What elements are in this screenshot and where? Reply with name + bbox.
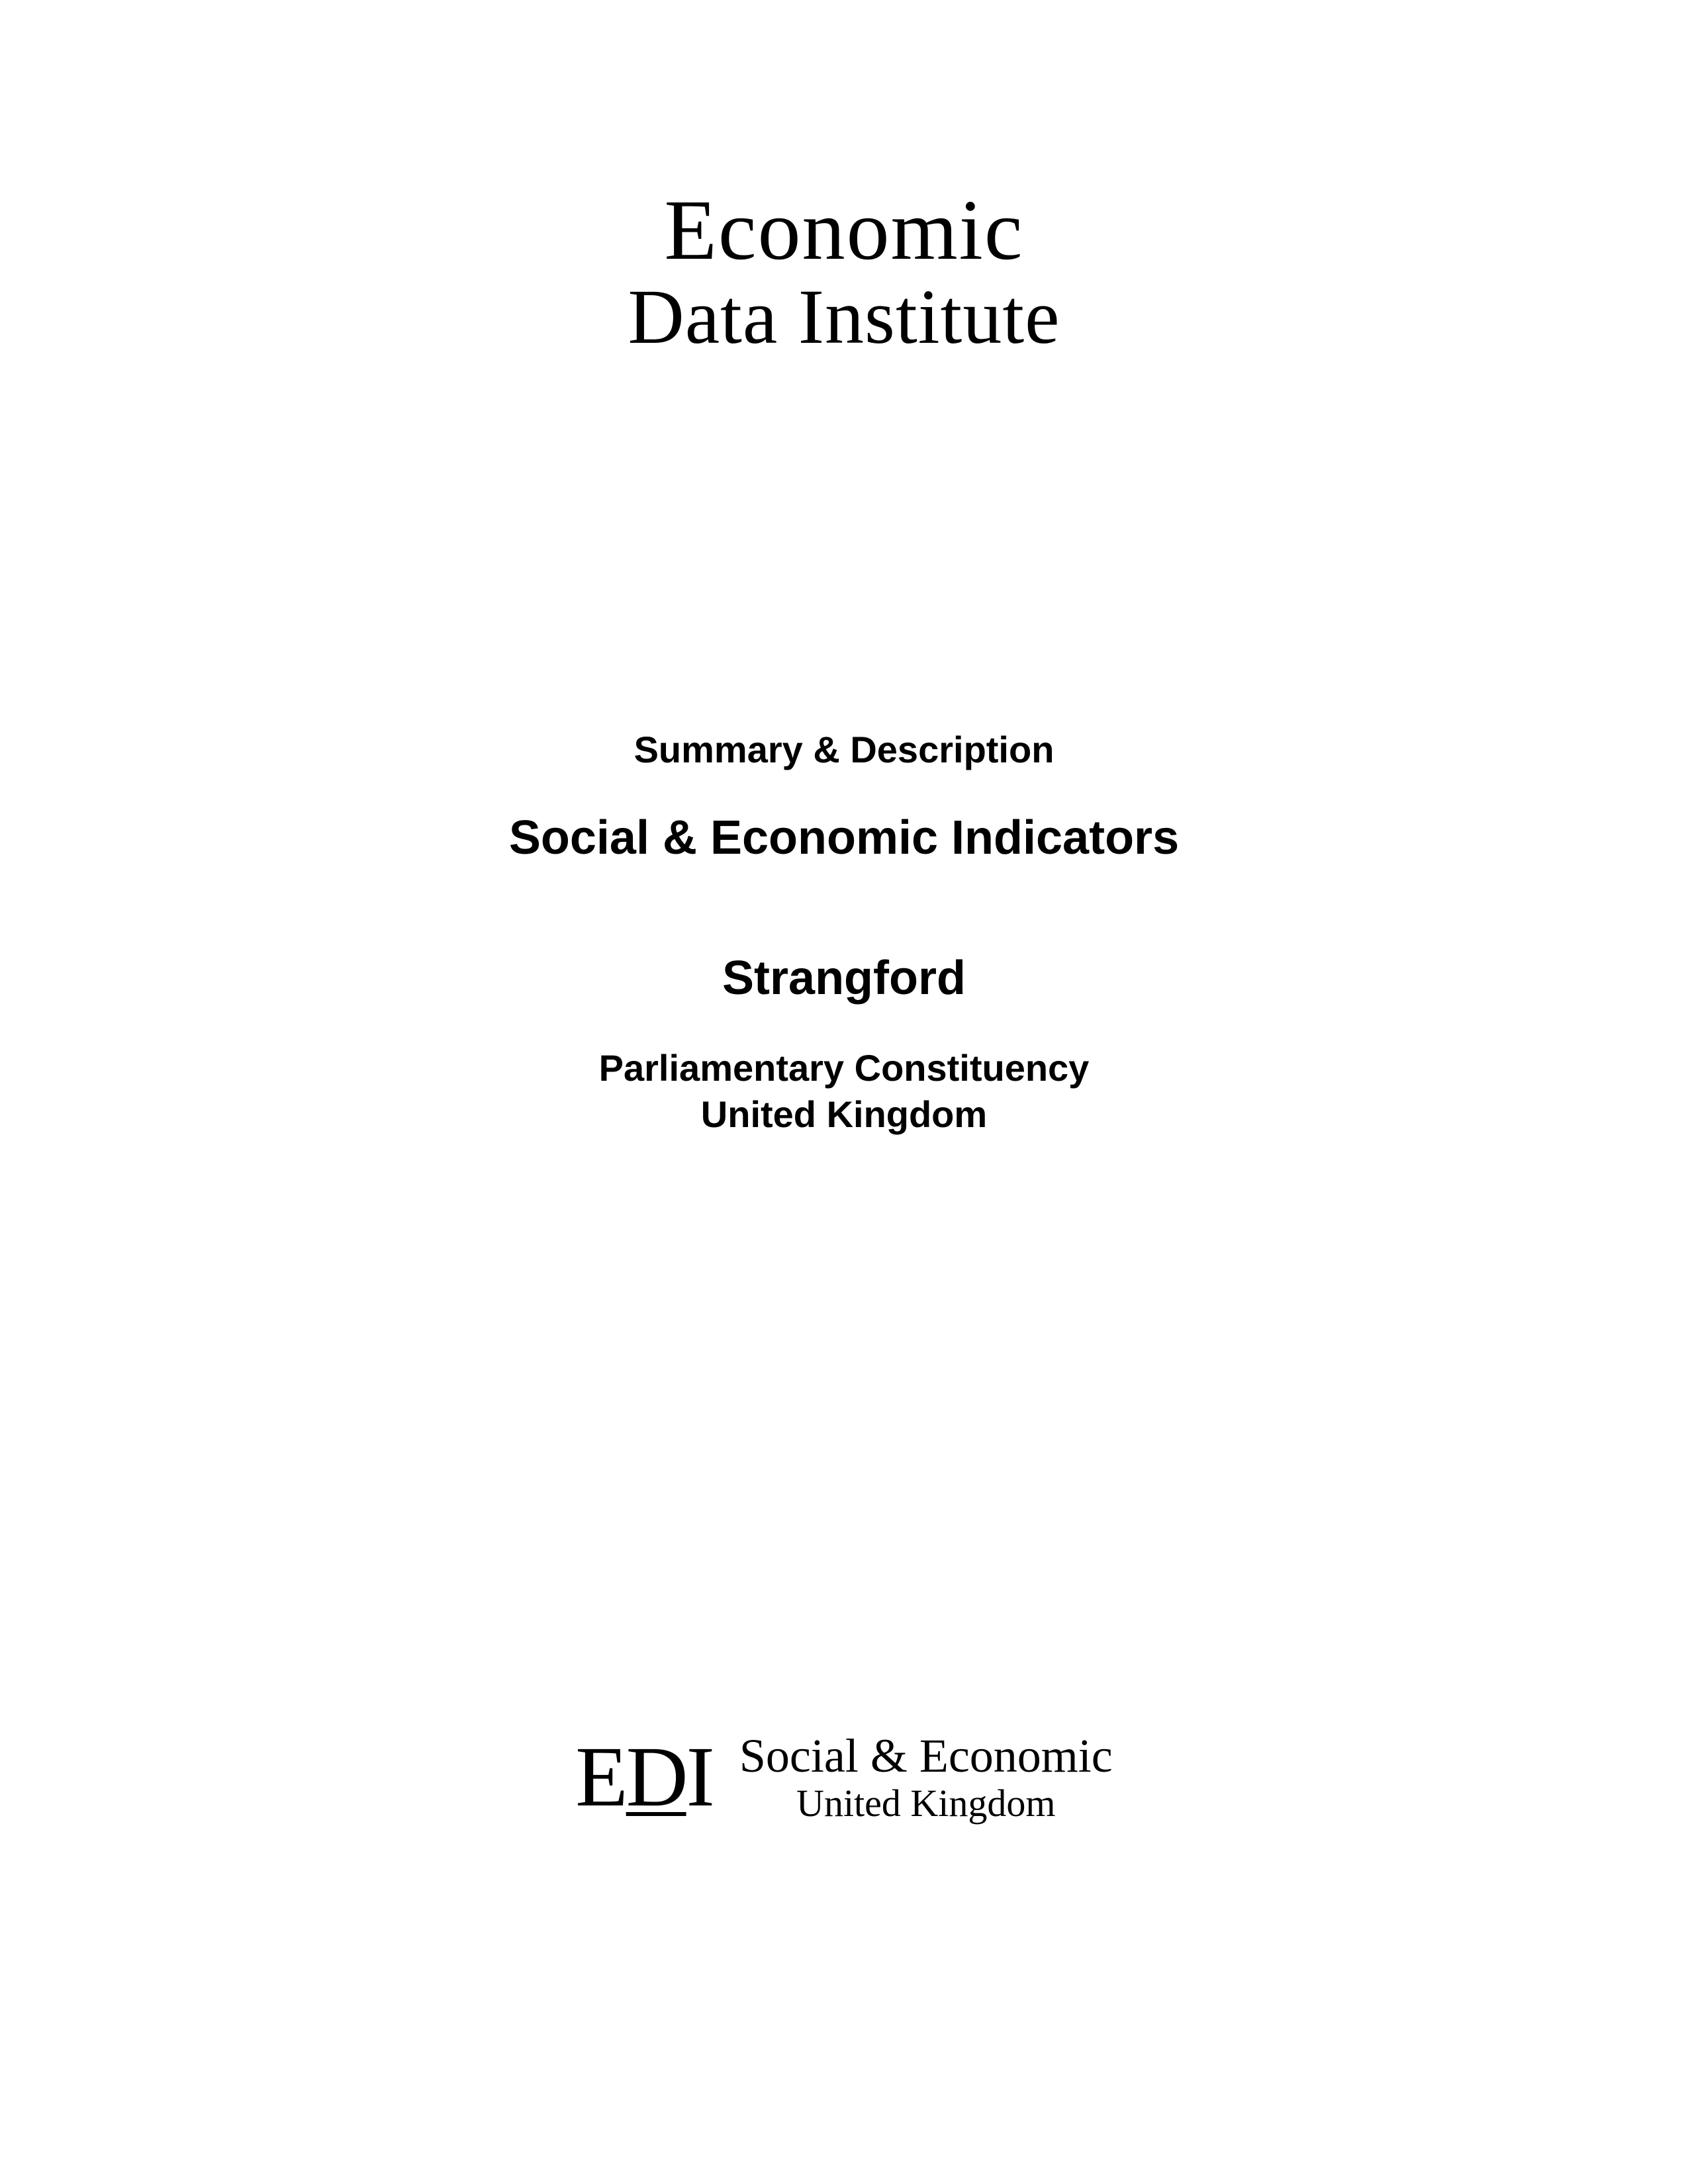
header-logo: Economic Data Institute — [628, 185, 1060, 357]
edi-letter-d: D — [626, 1727, 686, 1827]
summary-description-label: Summary & Description — [509, 728, 1179, 771]
edi-letter-e: E — [575, 1727, 626, 1827]
location-name: Strangford — [509, 951, 1179, 1005]
footer-text-line2: United Kingdom — [739, 1782, 1113, 1825]
footer-text: Social & Economic United Kingdom — [739, 1730, 1113, 1825]
constituency-line2: United Kingdom — [701, 1093, 987, 1135]
document-page: Economic Data Institute Summary & Descri… — [0, 0, 1688, 2184]
edi-mark: EDI — [575, 1727, 713, 1827]
edi-letter-i: I — [686, 1727, 713, 1827]
constituency-label: Parliamentary Constituency United Kingdo… — [509, 1045, 1179, 1138]
footer-text-line1: Social & Economic — [739, 1730, 1113, 1782]
footer-logo: EDI Social & Economic United Kingdom — [575, 1727, 1112, 1827]
header-logo-line2: Data Institute — [628, 276, 1060, 358]
indicators-title: Social & Economic Indicators — [509, 811, 1179, 865]
constituency-line1: Parliamentary Constituency — [599, 1047, 1090, 1089]
content-block: Summary & Description Social & Economic … — [509, 728, 1179, 1138]
header-logo-line1: Economic — [628, 185, 1060, 276]
